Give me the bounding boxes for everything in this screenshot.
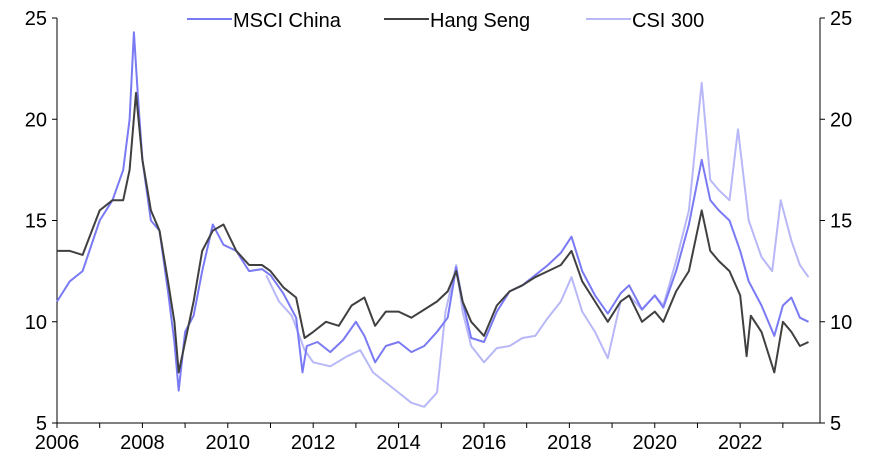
- series-line-msci-china: [56, 31, 809, 392]
- x-tick-label: 2008: [120, 432, 165, 454]
- series-line-hang-seng: [57, 91, 809, 374]
- legend: MSCI China Hang Seng CSI 300: [187, 10, 704, 32]
- y-tick-label-left: 5: [36, 413, 47, 435]
- y-tick-label-right: 15: [830, 211, 852, 233]
- x-tick-label: 2014: [376, 432, 421, 454]
- x-tick-label: 2018: [547, 432, 592, 454]
- series-line-csi-300: [265, 81, 810, 408]
- x-tick-label: 2006: [35, 432, 80, 454]
- y-tick-label-left: 15: [25, 211, 47, 233]
- y-tick-label-right: 20: [830, 109, 852, 131]
- y-tick-label-left: 10: [25, 312, 47, 334]
- series-lines: [56, 31, 810, 408]
- legend-label: Hang Seng: [430, 10, 530, 32]
- y-tick-label-left: 20: [25, 109, 47, 131]
- y-tick-label-right: 10: [830, 312, 852, 334]
- x-tick-label: 2022: [718, 432, 763, 454]
- x-tick-label: 2012: [291, 432, 336, 454]
- y-tick-label-right: 5: [830, 413, 841, 435]
- x-tick-label: 2016: [462, 432, 507, 454]
- y-tick-label-left: 25: [25, 8, 47, 30]
- legend-label: MSCI China: [233, 10, 342, 32]
- x-tick-label: 2010: [206, 432, 251, 454]
- legend-label: CSI 300: [632, 10, 704, 32]
- y-tick-label-right: 25: [830, 8, 852, 30]
- x-tick-label: 2020: [633, 432, 678, 454]
